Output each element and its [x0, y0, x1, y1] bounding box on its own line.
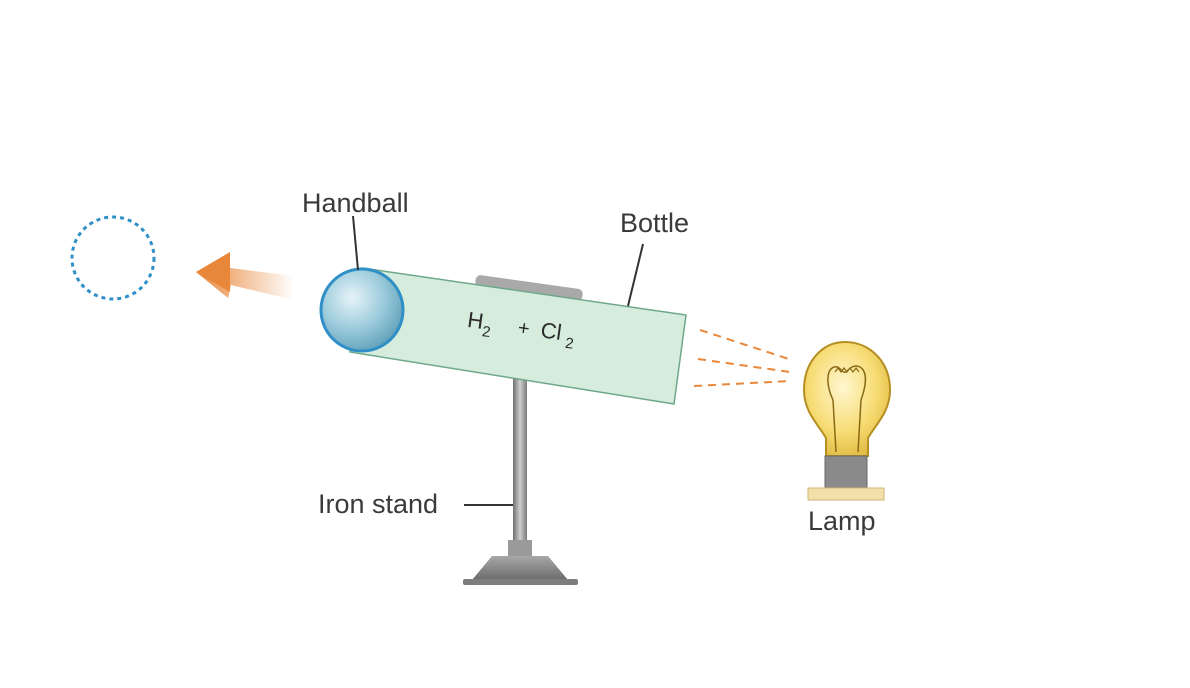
dotted-circle	[70, 215, 156, 301]
bottle-label: Bottle	[620, 208, 689, 238]
handball-leader-line	[352, 215, 359, 271]
formula-plus: +	[516, 317, 531, 340]
bottle-leader-line	[627, 243, 644, 307]
handball	[319, 267, 405, 353]
formula-h-subscript: 2	[481, 323, 492, 341]
iron-stand-label: Iron stand	[318, 489, 438, 519]
lamp-label: Lamp	[808, 506, 876, 536]
formula-h: H	[466, 307, 485, 334]
formula-h2-cl2: H 2 + Cl 2	[466, 307, 575, 353]
handball-label: Handball	[302, 188, 409, 218]
lamp	[802, 340, 892, 501]
light-rays	[693, 329, 793, 387]
formula-cl: Cl	[539, 317, 563, 345]
formula-cl-subscript: 2	[564, 335, 575, 353]
motion-arrow	[196, 252, 294, 300]
